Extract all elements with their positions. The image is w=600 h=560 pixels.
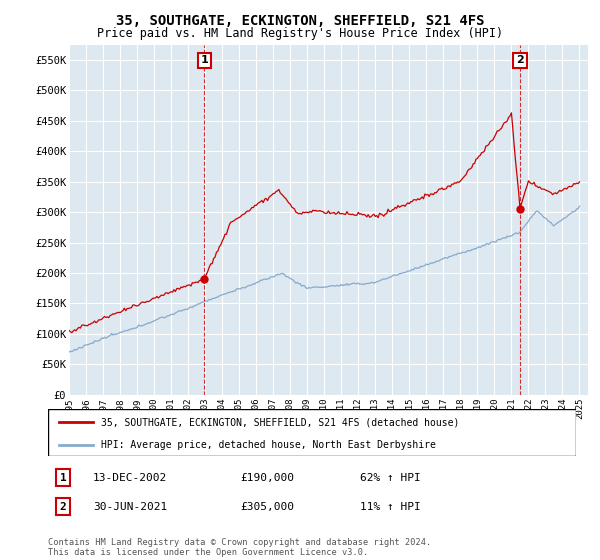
Text: 1: 1: [59, 473, 67, 483]
Text: 35, SOUTHGATE, ECKINGTON, SHEFFIELD, S21 4FS: 35, SOUTHGATE, ECKINGTON, SHEFFIELD, S21…: [116, 14, 484, 28]
Text: £190,000: £190,000: [240, 473, 294, 483]
Text: Price paid vs. HM Land Registry's House Price Index (HPI): Price paid vs. HM Land Registry's House …: [97, 27, 503, 40]
Text: 13-DEC-2002: 13-DEC-2002: [93, 473, 167, 483]
Text: 62% ↑ HPI: 62% ↑ HPI: [360, 473, 421, 483]
Text: £305,000: £305,000: [240, 502, 294, 512]
Text: 30-JUN-2021: 30-JUN-2021: [93, 502, 167, 512]
Text: 11% ↑ HPI: 11% ↑ HPI: [360, 502, 421, 512]
Text: HPI: Average price, detached house, North East Derbyshire: HPI: Average price, detached house, Nort…: [101, 440, 436, 450]
Text: 2: 2: [59, 502, 67, 512]
Text: 1: 1: [200, 55, 208, 66]
FancyBboxPatch shape: [48, 409, 576, 456]
Text: 2: 2: [516, 55, 524, 66]
Text: Contains HM Land Registry data © Crown copyright and database right 2024.
This d: Contains HM Land Registry data © Crown c…: [48, 538, 431, 557]
Text: 35, SOUTHGATE, ECKINGTON, SHEFFIELD, S21 4FS (detached house): 35, SOUTHGATE, ECKINGTON, SHEFFIELD, S21…: [101, 417, 459, 427]
